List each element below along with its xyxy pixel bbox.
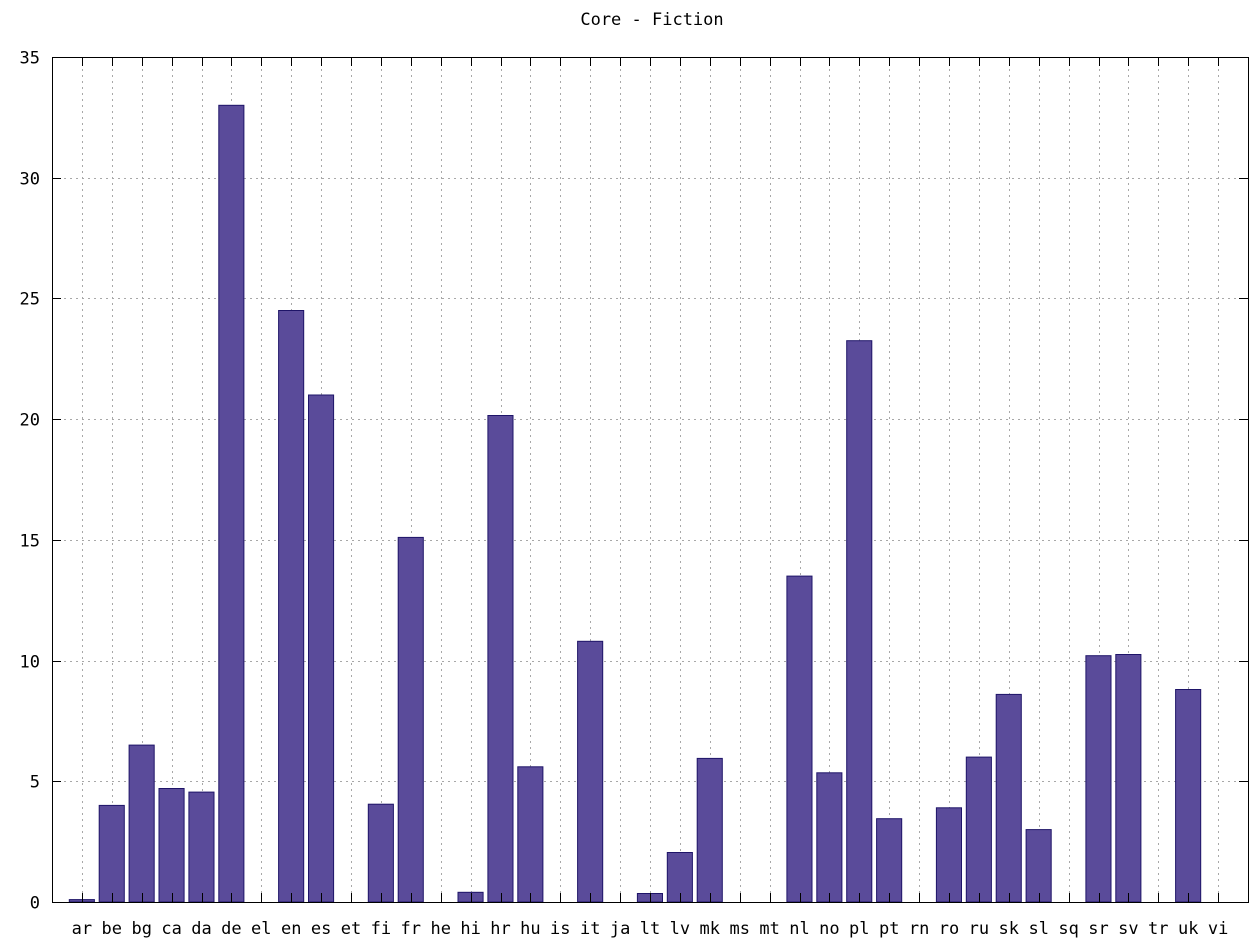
x-tick-label: pt	[879, 919, 899, 939]
bar-hr	[487, 415, 514, 903]
y-tick-label: 25	[20, 290, 40, 310]
x-tick-label: fi	[371, 919, 391, 939]
bar-sl	[1025, 829, 1052, 903]
bar-ro	[935, 807, 963, 903]
x-tick-label: it	[580, 919, 600, 939]
y-tick-label: 20	[20, 411, 40, 431]
y-tick-label: 5	[30, 773, 40, 793]
x-tick-label: be	[102, 919, 122, 939]
x-tick-label: ru	[969, 919, 989, 939]
x-tick-label: sq	[1058, 919, 1078, 939]
grid	[52, 57, 1248, 902]
x-tick-label: pl	[849, 919, 869, 939]
bar-ar	[68, 899, 95, 903]
x-tick-label: hi	[460, 919, 480, 939]
x-tick-label: da	[191, 919, 211, 939]
bar-sv	[1115, 654, 1142, 903]
y-tick-label: 35	[20, 49, 40, 69]
x-tick-label: mk	[700, 919, 720, 939]
x-tick-label: ja	[610, 919, 630, 939]
x-tick-label: hu	[520, 919, 540, 939]
y-tick-label: 10	[20, 653, 40, 673]
x-tick-label: en	[281, 919, 301, 939]
bars	[68, 104, 1202, 903]
bar-pt	[876, 818, 903, 903]
axis-ticks	[52, 57, 1248, 903]
bar-lv	[666, 852, 693, 903]
bar-it	[577, 640, 604, 903]
y-tick-label: 0	[30, 894, 40, 914]
x-tick-label: el	[251, 919, 271, 939]
x-tick-label: is	[550, 919, 570, 939]
x-tick-label: es	[311, 919, 331, 939]
x-tick-label: he	[430, 919, 450, 939]
x-tick-label: de	[221, 919, 241, 939]
x-tick-label: sl	[1028, 919, 1048, 939]
x-tick-label: no	[819, 919, 839, 939]
bar-ru	[965, 756, 992, 903]
bar-uk	[1175, 689, 1202, 903]
x-tick-label: sr	[1088, 919, 1108, 939]
x-tick-label: vi	[1208, 919, 1228, 939]
bar-sr	[1085, 655, 1112, 903]
x-tick-label: ro	[939, 919, 959, 939]
x-axis-tick-labels: ar be bg ca da de el en es et fi fr he hi hr hu is it ja lt…	[72, 919, 1229, 939]
bar-hu	[517, 766, 544, 903]
y-tick-label: 15	[20, 532, 40, 552]
x-tick-label: nl	[789, 919, 809, 939]
x-tick-label: tr	[1148, 919, 1168, 939]
y-axis-tick-labels: 0 5 10 15 20 25 30 35	[20, 49, 40, 914]
bar-ca	[158, 788, 185, 903]
x-tick-label: bg	[131, 919, 151, 939]
bar-es	[308, 394, 335, 903]
bar-mk	[696, 757, 723, 903]
bar-be	[98, 804, 125, 903]
x-tick-label: lv	[670, 919, 690, 939]
x-tick-label: sk	[999, 919, 1019, 939]
chart-title: Core - Fiction	[580, 10, 723, 30]
x-tick-label: lt	[640, 919, 660, 939]
x-tick-label: ar	[72, 919, 92, 939]
bar-da	[188, 791, 215, 903]
bar-fi	[367, 803, 394, 903]
x-tick-label: et	[341, 919, 361, 939]
bar-bg	[128, 744, 155, 903]
x-tick-label: mt	[759, 919, 779, 939]
bar-hi	[457, 891, 484, 903]
bar-nl	[786, 575, 813, 903]
bar-no	[816, 772, 843, 903]
x-tick-label: ms	[729, 919, 749, 939]
bar-pl	[846, 340, 873, 903]
bar-fr	[397, 536, 424, 903]
bar-lt	[636, 893, 664, 903]
x-tick-label: ca	[161, 919, 181, 939]
bar-de	[218, 104, 245, 903]
x-tick-label: fr	[401, 919, 421, 939]
x-tick-label: rn	[909, 919, 929, 939]
x-tick-label: sv	[1118, 919, 1138, 939]
x-tick-label: uk	[1178, 919, 1198, 939]
y-tick-label: 30	[20, 170, 40, 190]
bar-en	[278, 310, 305, 903]
bar-sk	[995, 693, 1022, 903]
x-tick-label: hr	[490, 919, 510, 939]
